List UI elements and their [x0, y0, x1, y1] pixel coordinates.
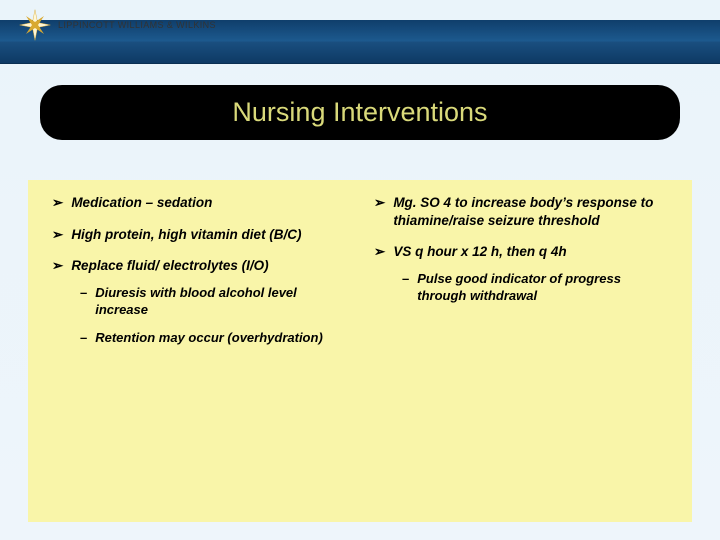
- bullet-text: Medication – sedation: [71, 194, 212, 212]
- dash-bullet-icon: –: [80, 285, 87, 319]
- bullet-item: ➢ VS q hour x 12 h, then q 4h: [374, 243, 672, 261]
- left-column: ➢ Medication – sedation ➢ High protein, …: [52, 194, 350, 508]
- sunburst-icon: [18, 8, 52, 42]
- bullet-text: Diuresis with blood alcohol level increa…: [95, 285, 350, 319]
- sub-bullet-group: – Diuresis with blood alcohol level incr…: [80, 285, 350, 348]
- triangle-bullet-icon: ➢: [52, 257, 63, 275]
- content-panel: ➢ Medication – sedation ➢ High protein, …: [28, 180, 692, 522]
- sub-bullet-item: – Diuresis with blood alcohol level incr…: [80, 285, 350, 319]
- triangle-bullet-icon: ➢: [52, 194, 63, 212]
- bullet-text: High protein, high vitamin diet (B/C): [71, 226, 301, 244]
- right-column: ➢ Mg. SO 4 to increase body’s response t…: [374, 194, 672, 508]
- dash-bullet-icon: –: [402, 271, 409, 305]
- sub-bullet-item: – Retention may occur (overhydration): [80, 330, 350, 347]
- title-box: Nursing Interventions: [40, 85, 680, 140]
- bullet-text: Replace fluid/ electrolytes (I/O): [71, 257, 268, 275]
- triangle-bullet-icon: ➢: [374, 243, 385, 261]
- sub-bullet-item: – Pulse good indicator of progress throu…: [402, 271, 672, 305]
- bullet-item: ➢ Mg. SO 4 to increase body’s response t…: [374, 194, 672, 229]
- page-title: Nursing Interventions: [40, 97, 680, 128]
- publisher-logo: LIPPINCOTT WILLIAMS & WILKINS: [18, 8, 216, 42]
- triangle-bullet-icon: ➢: [374, 194, 385, 229]
- bullet-text: Pulse good indicator of progress through…: [417, 271, 672, 305]
- bullet-text: Mg. SO 4 to increase body’s response to …: [393, 194, 672, 229]
- bullet-item: ➢ High protein, high vitamin diet (B/C): [52, 226, 350, 244]
- dash-bullet-icon: –: [80, 330, 87, 347]
- bullet-item: ➢ Medication – sedation: [52, 194, 350, 212]
- bullet-item: ➢ Replace fluid/ electrolytes (I/O): [52, 257, 350, 275]
- bullet-text: Retention may occur (overhydration): [95, 330, 323, 347]
- bullet-text: VS q hour x 12 h, then q 4h: [393, 243, 566, 261]
- sub-bullet-group: – Pulse good indicator of progress throu…: [402, 271, 672, 305]
- publisher-name: LIPPINCOTT WILLIAMS & WILKINS: [58, 20, 216, 30]
- triangle-bullet-icon: ➢: [52, 226, 63, 244]
